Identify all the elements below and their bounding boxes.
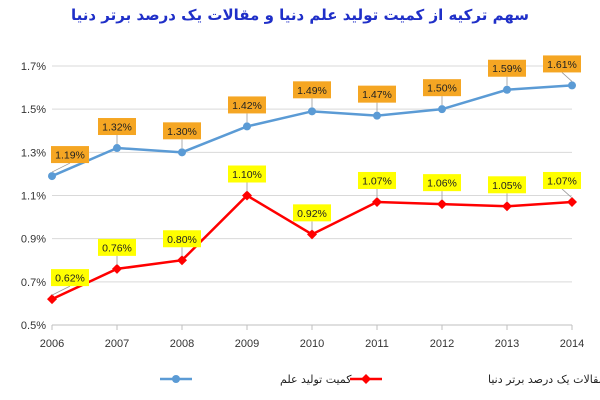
data-point bbox=[242, 190, 252, 201]
data-label: 0.80% bbox=[167, 234, 197, 246]
data-point bbox=[568, 81, 576, 90]
x-tick-label: 2012 bbox=[430, 338, 454, 350]
data-label: 1.30% bbox=[167, 126, 197, 138]
x-tick-label: 2009 bbox=[235, 338, 259, 350]
legend-marker-2 bbox=[361, 374, 371, 384]
data-label: 1.07% bbox=[547, 175, 577, 187]
y-tick-label: 1.5% bbox=[21, 104, 46, 116]
data-label: 1.32% bbox=[102, 122, 132, 134]
data-label: 1.61% bbox=[547, 59, 577, 71]
data-point bbox=[243, 122, 251, 131]
data-point bbox=[48, 172, 56, 181]
data-label-leader bbox=[51, 285, 71, 296]
x-tick-label: 2010 bbox=[300, 338, 324, 350]
data-label-box bbox=[163, 122, 201, 140]
data-label-box bbox=[488, 59, 526, 77]
data-label: 1.06% bbox=[427, 178, 457, 190]
data-label-box bbox=[51, 146, 89, 164]
data-label-box bbox=[163, 230, 201, 248]
data-point bbox=[567, 196, 577, 207]
data-point bbox=[177, 255, 187, 266]
data-label: 1.07% bbox=[362, 175, 392, 187]
y-tick-label: 0.9% bbox=[21, 234, 46, 246]
data-label: 1.49% bbox=[297, 85, 327, 97]
x-tick-label: 2013 bbox=[495, 338, 519, 350]
data-point bbox=[47, 294, 57, 305]
y-tick-label: 1.7% bbox=[21, 61, 46, 73]
data-point bbox=[308, 107, 316, 116]
data-label-leader bbox=[561, 72, 573, 82]
data-point bbox=[178, 148, 186, 157]
data-point bbox=[372, 196, 382, 207]
data-point bbox=[113, 144, 121, 153]
data-label: 1.50% bbox=[427, 83, 457, 95]
data-label-box bbox=[488, 176, 526, 194]
data-label: 1.10% bbox=[232, 169, 262, 181]
data-label: 1.42% bbox=[232, 100, 262, 112]
data-label: 0.76% bbox=[102, 242, 132, 254]
y-tick-label: 1.1% bbox=[21, 191, 46, 203]
data-label-box bbox=[51, 269, 89, 287]
chart-title: سهم ترکیه از کمیت تولید علم دنیا و مقالا… bbox=[71, 6, 529, 24]
data-point bbox=[112, 263, 122, 274]
x-tick-label: 2006 bbox=[40, 338, 64, 350]
data-point bbox=[437, 199, 447, 210]
legend-label-2: مقالات یک درصد برتر دنیا bbox=[488, 373, 600, 386]
data-label-box bbox=[98, 238, 136, 256]
data-label: 1.19% bbox=[55, 150, 85, 162]
data-point bbox=[502, 201, 512, 212]
data-label-box bbox=[293, 204, 331, 222]
x-tick-label: 2014 bbox=[560, 338, 584, 350]
data-point bbox=[307, 229, 317, 240]
data-point bbox=[373, 111, 381, 120]
data-label-box bbox=[293, 81, 331, 99]
data-label: 0.62% bbox=[55, 273, 85, 285]
data-label-leader bbox=[51, 162, 71, 173]
data-label: 0.92% bbox=[297, 208, 327, 220]
x-tick-label: 2008 bbox=[170, 338, 194, 350]
data-label-leader bbox=[561, 188, 573, 199]
data-point bbox=[503, 85, 511, 94]
data-label-box bbox=[358, 171, 396, 189]
data-label-box bbox=[358, 85, 396, 103]
y-tick-label: 0.5% bbox=[21, 320, 46, 332]
data-label-box bbox=[423, 79, 461, 97]
data-point bbox=[438, 105, 446, 114]
data-label-box bbox=[228, 165, 266, 183]
data-label-box bbox=[543, 55, 581, 73]
data-label-box bbox=[423, 174, 461, 192]
x-tick-label: 2007 bbox=[105, 338, 129, 350]
data-label: 1.59% bbox=[492, 63, 522, 75]
legend-label-1: کمیت تولید علم bbox=[280, 373, 352, 386]
data-label-box bbox=[228, 96, 266, 114]
y-tick-label: 0.7% bbox=[21, 277, 46, 289]
y-tick-label: 1.3% bbox=[21, 147, 46, 159]
data-label: 1.47% bbox=[362, 89, 392, 101]
data-label-box bbox=[98, 118, 136, 136]
data-label: 1.05% bbox=[492, 180, 522, 192]
data-label-box bbox=[543, 171, 581, 189]
legend-marker-1 bbox=[172, 375, 180, 383]
x-tick-label: 2011 bbox=[365, 338, 389, 350]
